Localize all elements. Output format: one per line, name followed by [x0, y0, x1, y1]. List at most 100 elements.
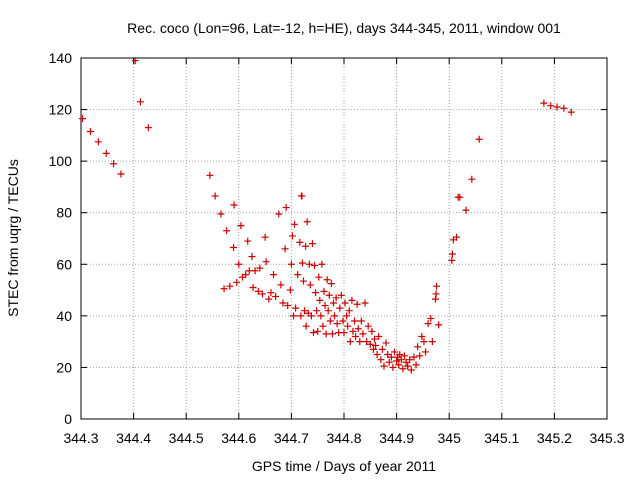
data-point: [316, 296, 324, 304]
data-point: [326, 317, 334, 325]
grid-lines: [81, 58, 607, 419]
data-point: [79, 115, 87, 123]
data-point: [540, 99, 548, 107]
data-point: [324, 307, 332, 315]
data-point: [364, 322, 372, 330]
data-point: [298, 259, 306, 267]
data-point: [315, 273, 323, 281]
x-axis-label: GPS time / Days of year 2011: [252, 458, 436, 474]
data-point: [272, 293, 280, 301]
y-tick-label: 140: [49, 50, 73, 66]
data-point: [424, 320, 432, 328]
data-point: [86, 127, 94, 135]
data-point: [311, 262, 319, 270]
data-point: [288, 232, 296, 240]
data-points: [79, 57, 575, 374]
data-point: [313, 307, 321, 315]
data-point: [468, 175, 476, 183]
data-point: [270, 271, 278, 279]
data-point: [390, 348, 398, 356]
y-tick-label: 0: [64, 411, 72, 427]
data-point: [363, 338, 371, 346]
data-point: [299, 277, 307, 285]
data-point: [249, 283, 257, 291]
data-point: [344, 322, 352, 330]
data-point: [553, 103, 561, 111]
data-point: [337, 291, 345, 299]
data-point: [322, 330, 330, 338]
data-point: [328, 330, 336, 338]
data-point: [318, 260, 326, 268]
data-point: [428, 338, 436, 346]
data-point: [291, 220, 299, 228]
data-point: [341, 299, 349, 307]
data-point: [307, 312, 315, 320]
data-point: [144, 124, 152, 132]
x-tick-label: 345.1: [484, 430, 519, 446]
data-point: [352, 332, 360, 340]
y-tick-label: 60: [56, 256, 72, 272]
x-tick-label: 345.3: [589, 430, 624, 446]
data-point: [354, 325, 362, 333]
data-point: [302, 322, 310, 330]
data-point: [136, 98, 144, 106]
data-point: [262, 258, 270, 266]
y-axis-label: STEC from uqrg / TECUs: [5, 159, 21, 317]
data-point: [237, 222, 245, 230]
data-point: [306, 281, 314, 289]
data-point: [309, 329, 317, 337]
data-point: [407, 366, 415, 374]
data-point: [385, 358, 393, 366]
data-point: [377, 356, 385, 364]
data-point: [353, 300, 361, 308]
data-point: [131, 57, 139, 65]
data-point: [254, 287, 262, 295]
data-point: [277, 281, 285, 289]
data-point: [329, 299, 337, 307]
x-tick-label: 344.9: [379, 430, 414, 446]
data-point: [399, 365, 407, 373]
y-tick-label: 40: [56, 308, 72, 324]
data-point: [422, 348, 430, 356]
data-point: [400, 352, 408, 360]
data-point: [404, 362, 412, 370]
data-point: [351, 317, 359, 325]
data-point: [333, 320, 341, 328]
data-point: [387, 353, 395, 361]
data-point: [369, 345, 377, 353]
data-point: [414, 343, 422, 351]
data-point: [319, 322, 327, 330]
data-point: [339, 317, 347, 325]
data-point: [223, 227, 231, 235]
data-point: [302, 242, 310, 250]
data-point: [475, 135, 483, 143]
data-point: [286, 286, 294, 294]
data-point: [412, 361, 420, 369]
data-point: [366, 340, 374, 348]
data-point: [448, 250, 456, 258]
data-point: [94, 138, 102, 146]
data-point: [395, 361, 403, 369]
data-point: [282, 204, 290, 212]
data-point: [294, 271, 302, 279]
data-point: [265, 295, 273, 303]
y-tick-labels: 0 20 40 60 80 100 120 140: [49, 50, 73, 427]
data-point: [456, 193, 464, 201]
y-tick-label: 80: [56, 205, 72, 221]
data-point: [220, 285, 228, 293]
data-point: [356, 338, 364, 346]
data-point: [435, 321, 443, 329]
data-point: [416, 352, 424, 360]
data-point: [290, 312, 298, 320]
data-point: [275, 210, 283, 218]
data-point: [206, 171, 214, 179]
data-point: [402, 358, 410, 366]
data-point: [244, 237, 252, 245]
data-point: [303, 218, 311, 226]
data-point: [261, 233, 269, 241]
data-point: [312, 289, 320, 297]
x-tick-labels: 344.3 344.4 344.5 344.6 344.7 344.8 344.9 345 34…: [63, 430, 624, 446]
data-point: [230, 244, 238, 252]
data-point: [340, 329, 348, 337]
